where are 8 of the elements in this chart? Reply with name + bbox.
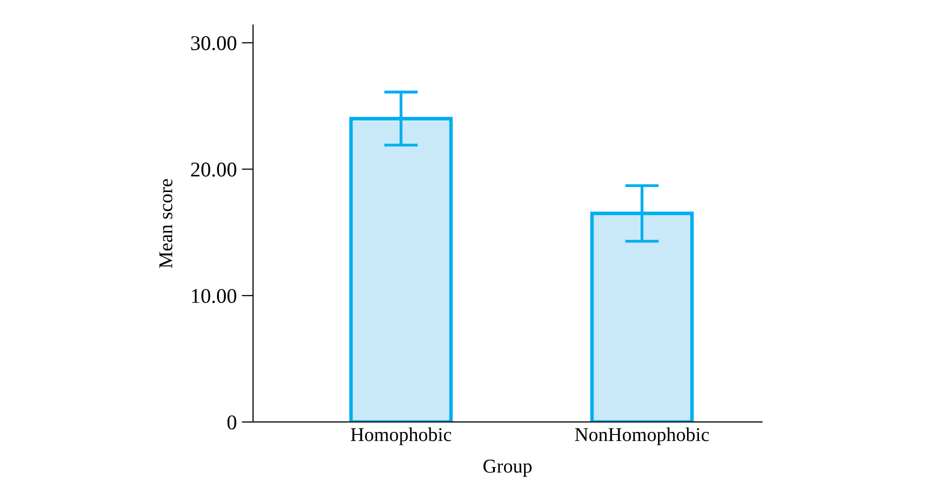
y-tick-label: 0 [227, 415, 236, 430]
y-tick-label: 10.00 [192, 288, 236, 304]
x-tick-label: NonHomophobic [575, 428, 709, 446]
y-axis-title: Mean score [159, 179, 172, 268]
x-axis-title: Group [483, 460, 532, 477]
y-tick-label: 30.00 [191, 36, 236, 50]
x-tick-label: Homophobic [350, 428, 452, 446]
y-tick-label: 20.00 [191, 162, 236, 177]
